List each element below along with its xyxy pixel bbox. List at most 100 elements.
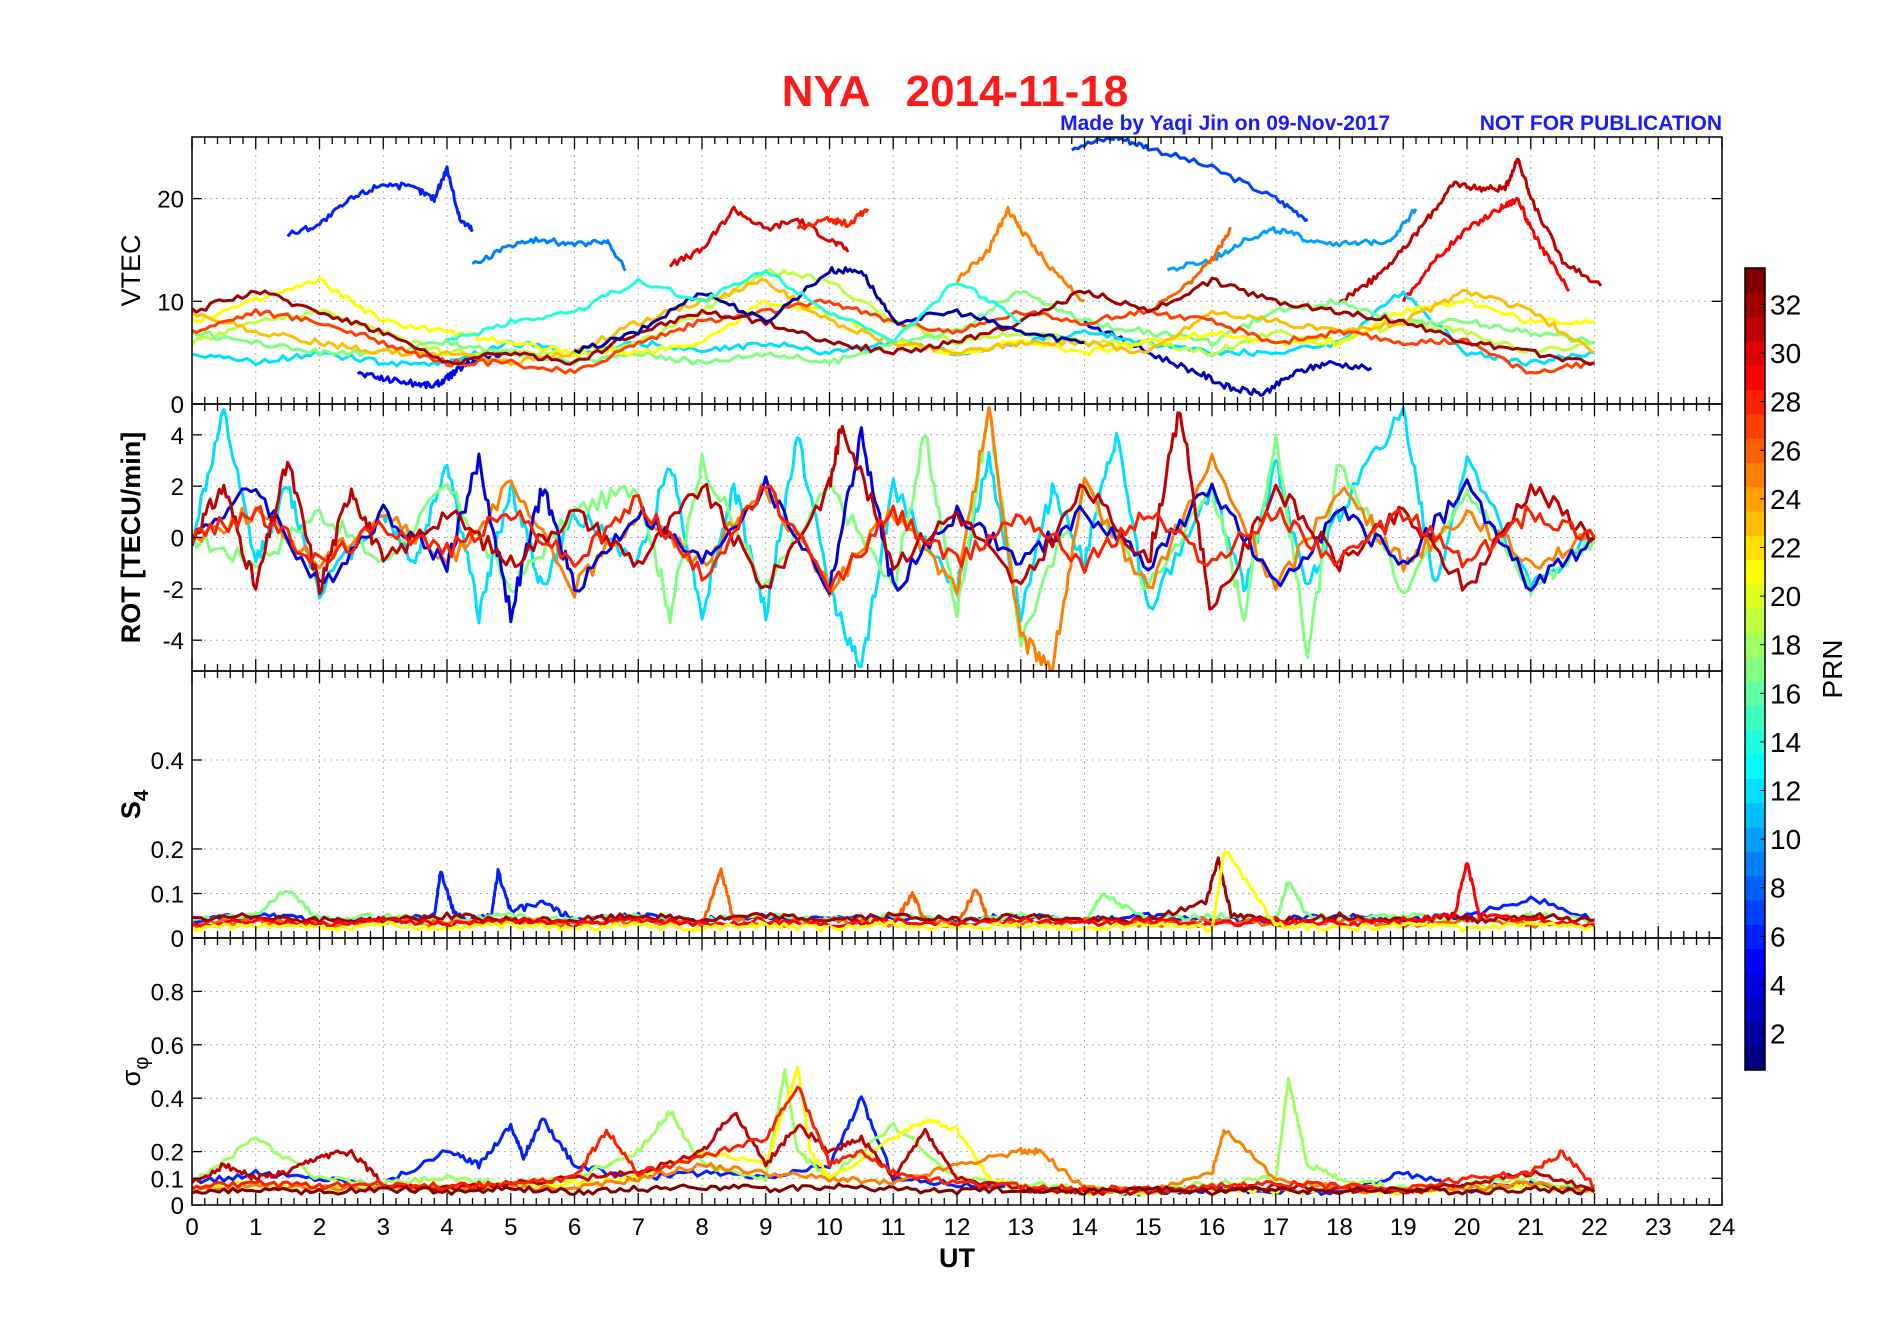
series-prn-32 — [192, 276, 1595, 366]
colorbar-label: PRN — [1817, 639, 1848, 698]
colorbar-swatch — [1745, 924, 1765, 950]
y-tick-label: 0 — [171, 1193, 184, 1220]
series-prn-5 — [356, 349, 512, 390]
grid-rot — [191, 404, 1723, 671]
colorbar-swatch — [1745, 608, 1765, 634]
colorbar-swatch — [1745, 1021, 1765, 1047]
x-tick-label: 19 — [1390, 1214, 1417, 1241]
x-tick-label: 6 — [568, 1214, 581, 1241]
colorbar-tick-label: 16 — [1770, 678, 1801, 709]
colorbar-swatch — [1745, 899, 1765, 925]
colorbar-swatch — [1745, 389, 1765, 415]
series-prn-30 — [668, 205, 850, 268]
y-axis-label: VTEC — [116, 234, 146, 306]
x-tick-label: 11 — [881, 1214, 906, 1241]
colorbar-swatch — [1745, 729, 1765, 755]
y-tick-label: 2 — [171, 474, 184, 501]
colorbar-swatch — [1745, 802, 1765, 828]
series-prn-18 — [192, 1068, 1596, 1196]
x-tick-label: 18 — [1326, 1214, 1353, 1241]
y-tick-label: 0.1 — [151, 882, 184, 909]
colorbar-swatch — [1745, 486, 1765, 512]
x-tick-label: 8 — [695, 1214, 708, 1241]
panel-rot: -4 -2 0 2 4 ROT [TECU/min] — [116, 403, 1723, 672]
y-tick-label: 0.4 — [151, 1086, 184, 1113]
y-tick-label: 20 — [157, 187, 184, 214]
panel-vtec: 0 10 20 VTEC — [116, 136, 1723, 419]
ticks-sigma_phi — [191, 938, 1723, 1206]
y-tick-label: 0.4 — [151, 748, 184, 775]
series-prn-2 — [573, 266, 1085, 354]
x-tick-label: 15 — [1135, 1214, 1162, 1241]
colorbar-tick-label: 12 — [1770, 776, 1801, 807]
series-prn-21 — [192, 850, 1596, 934]
series-prn-28 — [192, 1085, 1595, 1194]
colorbar-tick-label: 8 — [1770, 873, 1786, 904]
x-tick-label: 12 — [944, 1214, 971, 1241]
series-prn-6 — [286, 165, 474, 238]
series-prn-3 — [1083, 319, 1373, 397]
y-tick-label: 0.1 — [151, 1166, 184, 1193]
x-tick-label: 5 — [504, 1214, 517, 1241]
colorbar-swatch — [1745, 316, 1765, 342]
series-prn-12 — [192, 406, 1596, 668]
colorbar-swatch — [1745, 583, 1765, 609]
colorbar-swatch — [1745, 972, 1765, 998]
x-tick-label: 2 — [313, 1214, 326, 1241]
colorbar-tick-label: 26 — [1770, 435, 1801, 466]
panel-sigma_phi: 00.10.20.40.60.80 1 2 3 4 5 6 7 8 9 10 11 12 13 14 15 16… — [116, 937, 1735, 1273]
colorbar-tick-label: 2 — [1770, 1019, 1786, 1050]
series-prn-14 — [446, 269, 1021, 343]
colorbar-swatch — [1745, 948, 1765, 974]
colorbar-swatch — [1745, 1045, 1765, 1071]
x-tick-label: 0 — [185, 1214, 198, 1241]
x-axis-label: UT — [939, 1243, 975, 1273]
colorbar-swatch — [1745, 875, 1765, 901]
x-tick-label: 16 — [1199, 1214, 1226, 1241]
series-prn-4 — [192, 426, 1596, 624]
series-group-sigma_phi — [192, 1065, 1596, 1197]
colorbar-swatch — [1745, 656, 1765, 682]
y-tick-label: 0.6 — [151, 1033, 184, 1060]
series-prn-9 — [471, 236, 627, 272]
series-prn-31 — [1338, 157, 1603, 305]
colorbar-swatch — [1745, 413, 1765, 439]
colorbar-tick-label: 18 — [1770, 630, 1801, 661]
colorbar-swatch — [1745, 511, 1765, 536]
ticks-rot — [191, 404, 1723, 671]
colorbar-swatch — [1745, 535, 1765, 561]
colorbar-swatch — [1745, 826, 1765, 852]
ticks-vtec — [191, 137, 1723, 405]
chart-title: NYA 2014-11-18 — [782, 67, 1129, 116]
x-tick-label: 14 — [1071, 1214, 1098, 1241]
y-tick-label: 0 — [171, 926, 184, 953]
y-tick-label: 10 — [157, 289, 184, 316]
y-tick-label: -2 — [163, 577, 184, 604]
x-tick-label: 4 — [440, 1214, 453, 1241]
series-prn-32 — [192, 856, 1595, 925]
series-prn-28 — [192, 484, 1596, 593]
colorbar-swatch — [1745, 705, 1765, 731]
y-tick-label: 4 — [171, 423, 184, 450]
y-axis-label: S4 — [116, 789, 153, 819]
colorbar-swatch — [1745, 754, 1765, 779]
colorbar-tick-label: 30 — [1770, 338, 1801, 369]
colorbar-tick-label: 24 — [1770, 484, 1801, 515]
x-tick-label: 22 — [1581, 1214, 1608, 1241]
series-prn-31 — [192, 411, 1596, 611]
colorbar-tick-label: 22 — [1770, 532, 1801, 563]
colorbar-tick-label: 10 — [1770, 824, 1801, 855]
colorbar-swatch — [1745, 559, 1765, 585]
colorbar-swatch — [1745, 681, 1765, 707]
y-tick-label: -4 — [163, 628, 184, 655]
series-group-vtec — [192, 137, 1603, 397]
y-tick-label: 0.2 — [151, 837, 184, 864]
panel-s4: 0 0.1 0.2 0.4 S4 — [116, 670, 1723, 953]
colorbar-swatch — [1745, 462, 1765, 488]
colorbar-tick-label: 14 — [1770, 727, 1801, 758]
colorbar-swatch — [1745, 340, 1765, 366]
x-tick-label: 10 — [816, 1214, 843, 1241]
colorbar-tick-label: 4 — [1770, 970, 1786, 1001]
